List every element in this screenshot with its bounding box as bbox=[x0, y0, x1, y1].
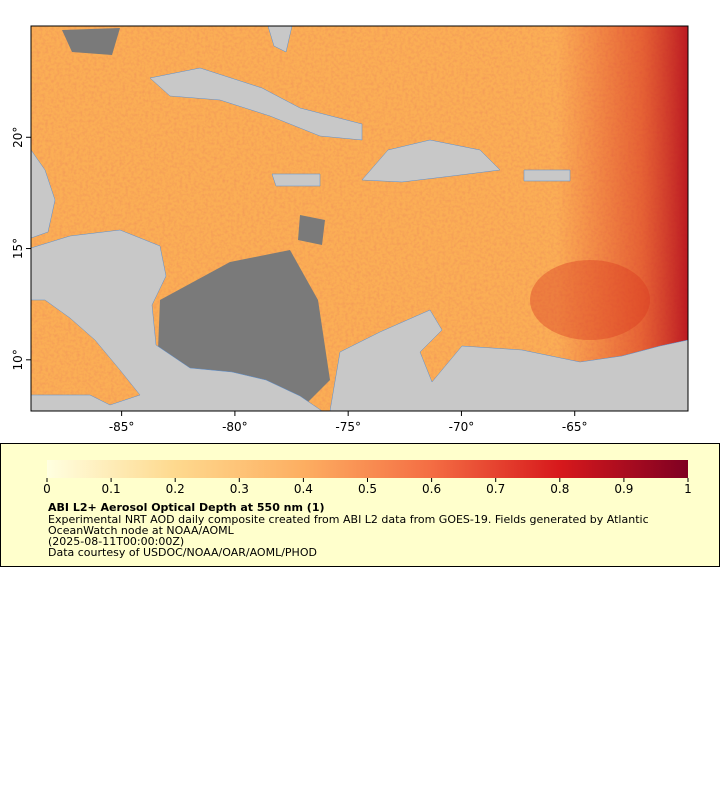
legend-line: (2025-08-11T00:00:00Z) bbox=[48, 535, 184, 548]
legend-line: OceanWatch node at NOAA/AOML bbox=[48, 524, 235, 537]
colorbar bbox=[47, 460, 688, 478]
x-tick-label: -75° bbox=[335, 420, 361, 434]
colorbar-tick-label: 0.2 bbox=[166, 482, 185, 496]
colorbar-tick-label: 0.7 bbox=[486, 482, 505, 496]
legend-line: Experimental NRT AOD daily composite cre… bbox=[48, 513, 649, 526]
x-tick-label: -85° bbox=[109, 420, 135, 434]
x-tick-label: -65° bbox=[562, 420, 588, 434]
map-frame bbox=[30, 25, 689, 412]
y-tick-label: 20° bbox=[11, 127, 25, 148]
x-tick-label: -70° bbox=[449, 420, 475, 434]
colorbar-tick-label: 1 bbox=[684, 482, 692, 496]
clouds bbox=[62, 28, 330, 405]
legend-line: Data courtesy of USDOC/NOAA/OAR/AOML/PHO… bbox=[48, 546, 317, 559]
legend-lines: Experimental NRT AOD daily composite cre… bbox=[48, 513, 649, 559]
x-tick-label: -80° bbox=[222, 420, 248, 434]
aod-hotspot bbox=[530, 260, 650, 340]
y-tick-label: 10° bbox=[11, 349, 25, 370]
colorbar-tick-label: 0.8 bbox=[550, 482, 569, 496]
colorbar-tick-label: 0.4 bbox=[294, 482, 313, 496]
land bbox=[31, 26, 688, 411]
colorbar-tick-label: 0.6 bbox=[422, 482, 441, 496]
colorbar-tick-label: 0.3 bbox=[230, 482, 249, 496]
colorbar-tick-label: 0.5 bbox=[358, 482, 377, 496]
legend-title: ABI L2+ Aerosol Optical Depth at 550 nm … bbox=[48, 501, 325, 514]
map-area bbox=[31, 26, 688, 411]
colorbar-tick-label: 0.1 bbox=[102, 482, 121, 496]
y-tick-label: 15° bbox=[11, 238, 25, 259]
colorbar-tick-label: 0 bbox=[43, 482, 51, 496]
colorbar-tick-label: 0.9 bbox=[614, 482, 633, 496]
